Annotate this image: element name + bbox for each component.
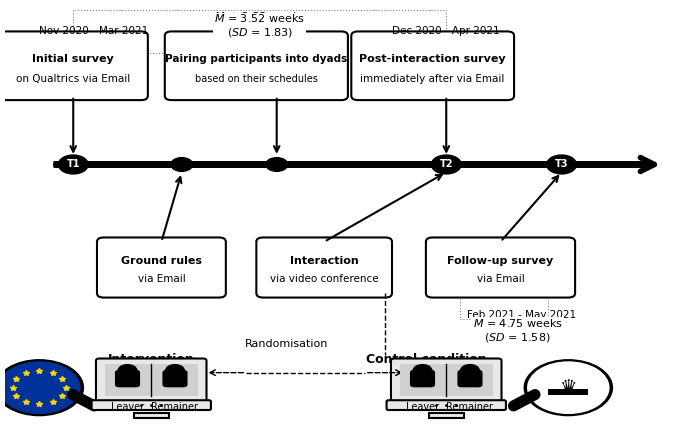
Circle shape xyxy=(0,360,84,416)
FancyBboxPatch shape xyxy=(105,364,198,396)
FancyBboxPatch shape xyxy=(163,371,187,387)
Text: Control condition: Control condition xyxy=(366,353,486,366)
Circle shape xyxy=(119,365,137,376)
FancyBboxPatch shape xyxy=(165,32,348,100)
Text: Feb 2021 - May 2021: Feb 2021 - May 2021 xyxy=(466,310,575,320)
FancyArrowPatch shape xyxy=(73,394,94,406)
FancyBboxPatch shape xyxy=(400,364,493,396)
Bar xyxy=(549,389,588,395)
Circle shape xyxy=(527,362,609,413)
Text: Nov 2020 - Mar 2021: Nov 2020 - Mar 2021 xyxy=(39,26,149,36)
Text: Post-interaction survey: Post-interaction survey xyxy=(360,54,506,64)
Text: via Email: via Email xyxy=(138,274,185,284)
Text: Leaver: Leaver xyxy=(406,402,439,412)
Text: Leaver: Leaver xyxy=(111,402,144,412)
Text: via Email: via Email xyxy=(477,274,525,284)
Circle shape xyxy=(547,155,577,174)
Text: M = 3.52 weeks
(SD = 1.83): M = 3.52 weeks (SD = 1.83) xyxy=(215,12,305,34)
Text: T2: T2 xyxy=(440,159,453,169)
FancyBboxPatch shape xyxy=(426,238,575,298)
FancyBboxPatch shape xyxy=(256,238,392,298)
FancyBboxPatch shape xyxy=(410,371,434,387)
Text: T3: T3 xyxy=(555,159,569,169)
Text: via video conference: via video conference xyxy=(270,274,379,284)
Bar xyxy=(460,285,548,319)
FancyBboxPatch shape xyxy=(92,400,211,410)
Text: based on their schedules: based on their schedules xyxy=(195,74,318,84)
Text: Initial survey: Initial survey xyxy=(32,54,114,64)
Text: $M$ = 3.52 weeks
($SD$ = 1.83): $M$ = 3.52 weeks ($SD$ = 1.83) xyxy=(214,12,305,39)
FancyBboxPatch shape xyxy=(386,400,506,410)
Bar xyxy=(73,10,446,53)
Text: $M$ = 4.75 weeks
($SD$ = 1.58): $M$ = 4.75 weeks ($SD$ = 1.58) xyxy=(473,317,562,344)
Circle shape xyxy=(58,155,88,174)
Text: Dec 2020 - Apr 2021: Dec 2020 - Apr 2021 xyxy=(392,26,499,36)
Text: Follow-up survey: Follow-up survey xyxy=(447,256,553,266)
Text: ♛: ♛ xyxy=(560,378,577,397)
Circle shape xyxy=(166,365,184,376)
Circle shape xyxy=(524,360,612,416)
Text: T1: T1 xyxy=(66,159,80,169)
Text: Pairing participants into dyads: Pairing participants into dyads xyxy=(165,54,347,64)
FancyBboxPatch shape xyxy=(96,359,206,402)
Text: Ground rules: Ground rules xyxy=(121,256,202,266)
FancyBboxPatch shape xyxy=(458,371,482,387)
Circle shape xyxy=(0,362,80,413)
Bar xyxy=(134,413,169,418)
Bar xyxy=(429,413,464,418)
Text: Randomisation: Randomisation xyxy=(245,339,329,349)
FancyArrowPatch shape xyxy=(514,394,535,406)
Circle shape xyxy=(266,158,288,172)
Circle shape xyxy=(432,155,461,174)
Circle shape xyxy=(171,158,192,172)
FancyBboxPatch shape xyxy=(97,238,226,298)
Text: Interaction: Interaction xyxy=(290,256,358,266)
Text: immediately after via Email: immediately after via Email xyxy=(360,74,505,84)
Text: Remainer: Remainer xyxy=(151,402,199,412)
Text: Intervention: Intervention xyxy=(108,353,195,366)
Text: on Qualtrics via Email: on Qualtrics via Email xyxy=(16,74,130,84)
FancyBboxPatch shape xyxy=(0,32,148,100)
FancyBboxPatch shape xyxy=(116,371,139,387)
Circle shape xyxy=(413,365,432,376)
Text: Remainer: Remainer xyxy=(447,402,493,412)
FancyBboxPatch shape xyxy=(351,32,514,100)
FancyBboxPatch shape xyxy=(391,359,501,402)
Circle shape xyxy=(460,365,480,376)
